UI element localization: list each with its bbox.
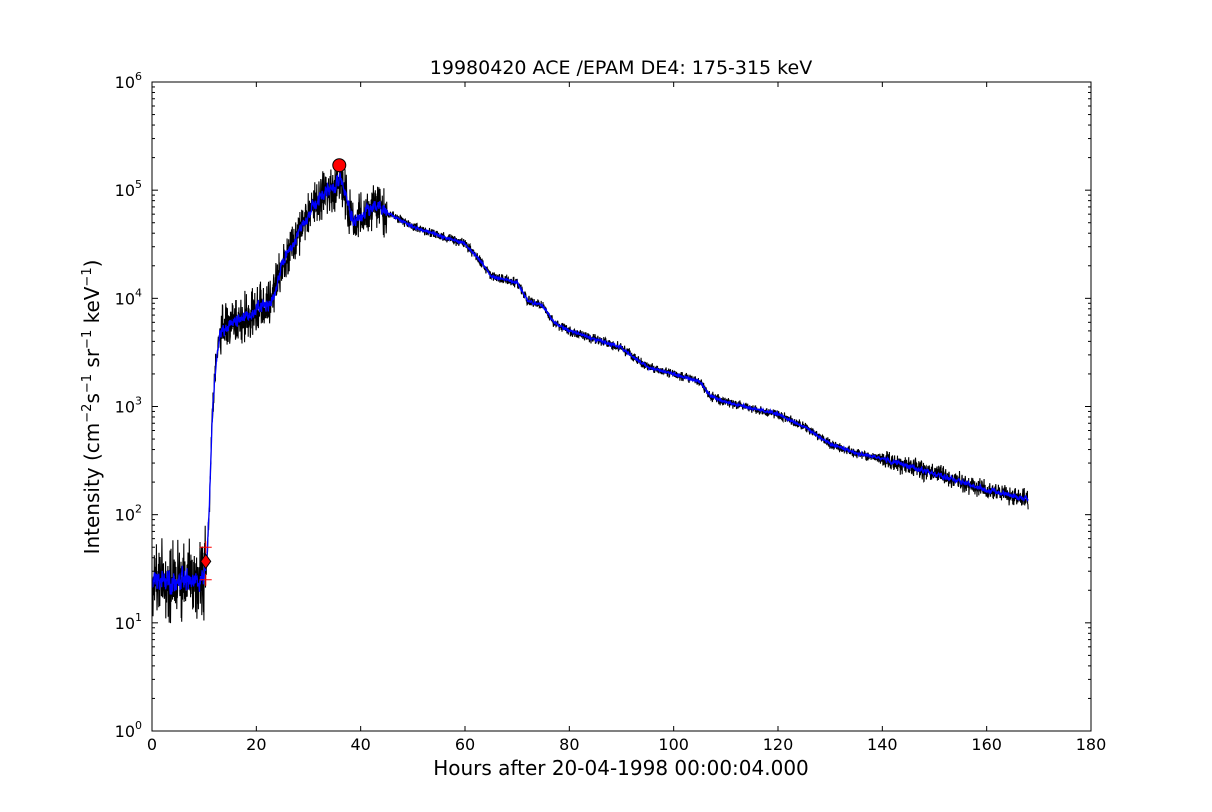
x-tick-label: 20 [246, 735, 266, 754]
y-label-post: ) [80, 260, 104, 268]
y-tick-mantissa: 10 [115, 506, 135, 525]
y-label-exp2: −1 [80, 374, 95, 393]
y-tick-exponent: 0 [135, 719, 142, 732]
y-tick-exponent: 4 [135, 286, 142, 299]
y-tick-mantissa: 10 [115, 722, 135, 741]
y-tick-exponent: 2 [135, 503, 142, 516]
x-tick-label: 60 [455, 735, 475, 754]
x-tick-label: 120 [763, 735, 794, 754]
y-tick-exponent: 1 [135, 611, 142, 624]
onset-lower-cross [199, 573, 212, 586]
y-tick-label: 101 [115, 611, 142, 633]
x-tick-label: 0 [147, 735, 157, 754]
y-tick-label: 106 [115, 70, 142, 92]
y-label-pre: Intensity (cm [80, 423, 104, 555]
onset-marker [200, 553, 212, 570]
plot-area [152, 82, 1091, 731]
y-tick-label: 102 [115, 503, 142, 525]
chart-title: 19980420 ACE /EPAM DE4: 175-315 keV [430, 57, 812, 79]
y-tick-mantissa: 10 [115, 73, 135, 92]
y-tick-label: 105 [115, 178, 142, 200]
y-tick-exponent: 6 [135, 70, 142, 83]
y-label-mid1: s [80, 393, 104, 403]
y-tick-mantissa: 10 [115, 289, 135, 308]
x-tick-label: 140 [867, 735, 898, 754]
y-tick-label: 103 [115, 395, 142, 417]
y-axis-label: Intensity (cm−2s−1 sr−1 keV−1) [80, 260, 104, 555]
y-tick-mantissa: 10 [115, 398, 135, 417]
marker-layer [199, 158, 347, 586]
smoothed-intensity-line [152, 172, 1029, 595]
series-layer [152, 162, 1029, 624]
y-tick-exponent: 3 [135, 395, 142, 408]
peak-marker [332, 158, 347, 173]
y-tick-label: 104 [115, 286, 142, 308]
x-tick-label: 100 [658, 735, 689, 754]
x-tick-label: 180 [1076, 735, 1107, 754]
x-tick-label: 40 [350, 735, 370, 754]
y-label-mid2: sr [80, 348, 104, 374]
x-axis: 0 20 40 60 80 100 120 140 160 180 [147, 82, 1106, 754]
x-tick-label: 160 [971, 735, 1002, 754]
y-tick-mantissa: 10 [115, 614, 135, 633]
x-axis-label: Hours after 20-04-1998 00:00:04.000 [433, 756, 809, 780]
x-tick-label: 80 [559, 735, 579, 754]
y-label-exp1: −2 [80, 404, 95, 423]
onset-upper-cross [199, 541, 212, 554]
y-tick-mantissa: 10 [115, 181, 135, 200]
y-label-exp3: −1 [80, 330, 95, 349]
y-label-exp4: −1 [80, 267, 95, 286]
y-tick-exponent: 5 [135, 178, 142, 191]
y-label-mid3: keV [80, 286, 104, 330]
y-tick-label: 100 [115, 719, 142, 741]
